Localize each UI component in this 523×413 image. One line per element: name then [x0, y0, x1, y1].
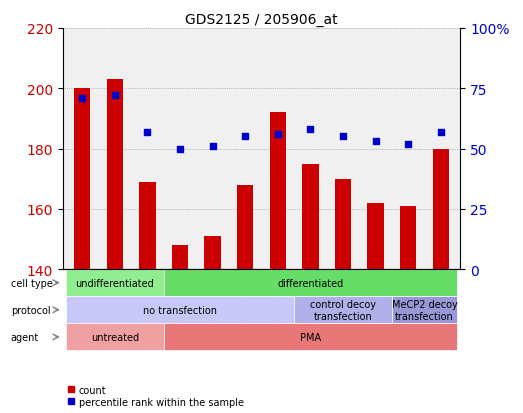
Point: [209, 143, 217, 150]
FancyBboxPatch shape: [392, 297, 457, 323]
FancyBboxPatch shape: [66, 323, 164, 351]
FancyBboxPatch shape: [66, 297, 294, 323]
Bar: [204, 236, 221, 269]
Point: [176, 146, 184, 152]
Text: protocol: protocol: [10, 305, 50, 315]
Point: [241, 134, 249, 140]
Title: GDS2125 / 205906_at: GDS2125 / 205906_at: [185, 12, 338, 26]
Bar: [74, 89, 90, 269]
FancyBboxPatch shape: [164, 323, 457, 351]
Text: untreated: untreated: [91, 332, 139, 342]
FancyBboxPatch shape: [66, 269, 164, 297]
Bar: [302, 164, 319, 269]
Bar: [367, 203, 384, 269]
Bar: [270, 113, 286, 269]
Point: [78, 95, 86, 102]
Bar: [237, 185, 253, 269]
Text: differentiated: differentiated: [277, 278, 344, 288]
Bar: [172, 245, 188, 269]
Text: MeCP2 decoy
transfection: MeCP2 decoy transfection: [392, 299, 457, 321]
Point: [306, 127, 314, 133]
Text: undifferentiated: undifferentiated: [75, 278, 154, 288]
Point: [404, 141, 412, 148]
Point: [371, 139, 380, 145]
Bar: [107, 80, 123, 269]
Point: [274, 131, 282, 138]
Point: [111, 93, 119, 100]
Point: [437, 129, 445, 135]
Text: agent: agent: [10, 332, 39, 342]
Bar: [433, 149, 449, 269]
Bar: [335, 179, 351, 269]
Bar: [139, 182, 156, 269]
Legend: count, percentile rank within the sample: count, percentile rank within the sample: [66, 385, 244, 407]
Bar: [400, 206, 416, 269]
FancyBboxPatch shape: [294, 297, 392, 323]
Text: control decoy
transfection: control decoy transfection: [310, 299, 376, 321]
Text: no transfection: no transfection: [143, 305, 217, 315]
Text: cell type: cell type: [10, 278, 52, 288]
FancyBboxPatch shape: [164, 269, 457, 297]
Point: [143, 129, 152, 135]
Text: PMA: PMA: [300, 332, 321, 342]
Point: [339, 134, 347, 140]
